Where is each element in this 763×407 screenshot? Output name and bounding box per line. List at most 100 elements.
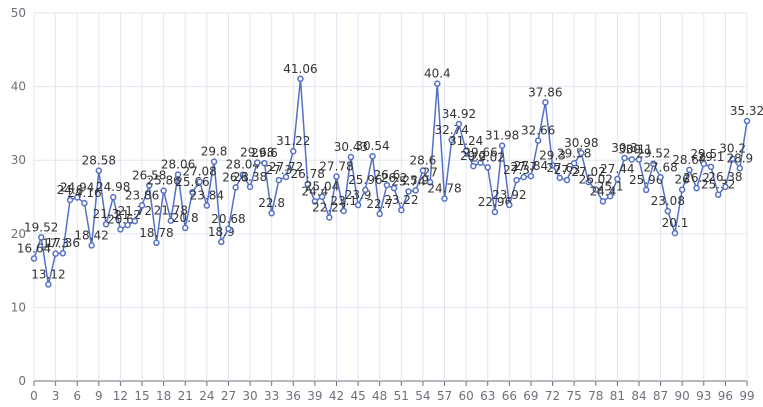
- point: [326, 214, 333, 221]
- x-tick-label: 0: [30, 389, 38, 403]
- x-tick-label: 84: [631, 389, 646, 403]
- point: [254, 159, 261, 166]
- data-label: 29.3: [539, 148, 566, 162]
- x-tick-label: 48: [372, 389, 387, 403]
- point: [743, 117, 751, 125]
- data-label: 26.2: [381, 171, 408, 185]
- point: [383, 181, 391, 189]
- line: [33, 78, 748, 285]
- point: [570, 160, 578, 167]
- point: [722, 183, 729, 191]
- x-tick-label: 81: [610, 389, 625, 403]
- data-label: 26.02: [579, 172, 613, 186]
- point: [455, 120, 463, 128]
- data-label: 26.38: [233, 170, 267, 184]
- x-tick-label: 36: [286, 389, 301, 403]
- x-tick-label: 66: [502, 389, 517, 403]
- data-label: 18.42: [74, 228, 108, 242]
- x-tick-label: 42: [329, 389, 344, 403]
- data-label: 27: [422, 165, 437, 179]
- data-label: 27.72: [269, 160, 303, 174]
- data-label: 25.1: [597, 179, 624, 193]
- point: [434, 80, 441, 87]
- data-label: 29.58: [557, 146, 591, 160]
- data-label: 23.22: [384, 193, 418, 207]
- data-label: 22.7: [366, 197, 393, 211]
- data-label: 31.24: [449, 134, 483, 148]
- point: [527, 172, 535, 180]
- x-tick-label: 87: [653, 389, 668, 403]
- data-label: 26.6: [374, 168, 401, 182]
- point: [88, 242, 95, 249]
- data-label: 30.3: [611, 141, 638, 155]
- point: [117, 226, 124, 233]
- point: [153, 239, 160, 247]
- point: [261, 159, 268, 167]
- data-label: 26: [675, 173, 690, 187]
- data-label: 13.12: [31, 267, 65, 281]
- point: [376, 210, 383, 218]
- data-label: 30.2: [719, 142, 746, 156]
- point: [707, 163, 715, 171]
- data-label: 22.96: [478, 195, 512, 209]
- data-label: 27.3: [266, 163, 293, 177]
- data-label: 25.66: [175, 175, 209, 189]
- x-tick-label: 90: [675, 389, 690, 403]
- data-label: 41.06: [283, 62, 317, 76]
- point: [45, 281, 52, 288]
- point: [657, 174, 664, 181]
- data-label: 27.3: [503, 163, 530, 177]
- point: [268, 209, 275, 217]
- x-tick-label: 51: [394, 389, 409, 403]
- point: [340, 207, 347, 215]
- point: [642, 186, 650, 194]
- point: [534, 137, 542, 144]
- y-tick-label: 40: [11, 80, 26, 94]
- data-label: 26.2: [683, 171, 710, 185]
- point: [390, 184, 398, 192]
- point: [290, 147, 297, 155]
- x-tick-label: 30: [242, 389, 257, 403]
- point: [297, 75, 304, 83]
- data-label: 17.36: [46, 236, 80, 250]
- x-tick-label: 18: [156, 389, 171, 403]
- data-label: 27.02: [571, 165, 605, 179]
- point: [563, 176, 571, 184]
- point: [311, 198, 319, 205]
- point: [239, 171, 247, 178]
- point: [498, 142, 506, 149]
- data-label: 21.3: [93, 207, 120, 221]
- data-label: 25.04: [305, 180, 339, 194]
- data-label: 27.3: [554, 163, 581, 177]
- point: [426, 179, 434, 186]
- point: [246, 183, 254, 191]
- data-label: 28.04: [226, 158, 260, 172]
- data-label: 32.66: [521, 124, 555, 138]
- x-tick-label: 69: [523, 389, 538, 403]
- data-label: 29.1: [698, 150, 725, 164]
- data-label: 20.1: [662, 216, 689, 230]
- data-label: 40.4: [424, 67, 451, 81]
- x-tick-label: 72: [545, 389, 560, 403]
- x-tick-label: 9: [95, 389, 103, 403]
- point: [333, 173, 340, 180]
- point: [513, 176, 520, 184]
- data-label: 22.8: [258, 196, 285, 210]
- x-tick-label: 3: [52, 389, 60, 403]
- data-label: 30.43: [334, 140, 368, 154]
- data-label: 16.64: [17, 242, 51, 256]
- point: [470, 162, 477, 170]
- point: [30, 255, 38, 262]
- data-label: 21.72: [118, 204, 152, 218]
- point: [506, 201, 513, 209]
- x-tick-label: 45: [350, 389, 365, 403]
- point: [621, 154, 628, 162]
- data-label: 28.06: [161, 157, 195, 171]
- point: [167, 217, 175, 224]
- x-tick-label: 60: [458, 389, 473, 403]
- point: [95, 167, 103, 174]
- point: [736, 165, 744, 172]
- data-label: 28.6: [410, 154, 437, 168]
- point: [729, 155, 736, 162]
